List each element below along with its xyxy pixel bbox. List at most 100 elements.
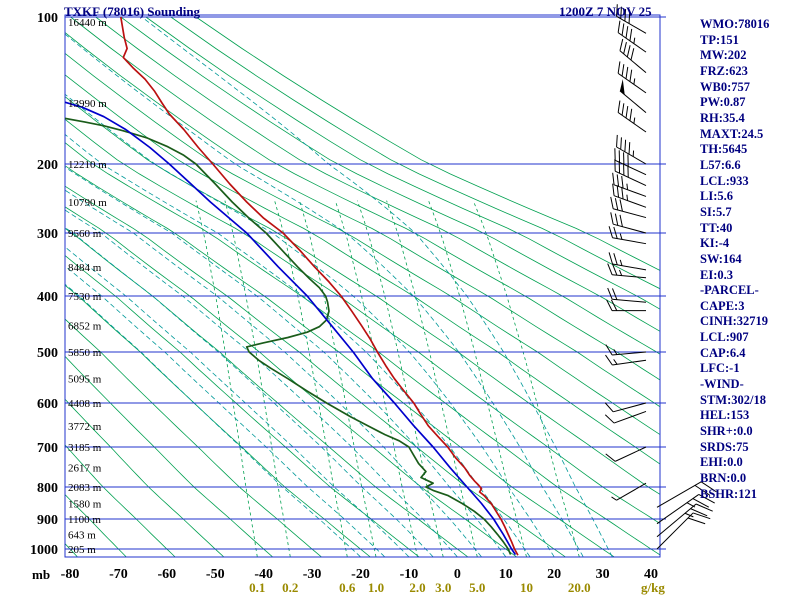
wind-barb <box>611 482 647 501</box>
height-label: 13990 m <box>68 98 107 110</box>
wind-barb <box>605 446 647 462</box>
stats-line: MW:202 <box>700 48 747 63</box>
mixing-ratio-label: 0.1 <box>249 580 265 595</box>
height-label: 5850 m <box>68 347 102 359</box>
wind-barb <box>612 172 647 197</box>
stats-line: FRZ:623 <box>700 63 748 78</box>
pressure-axis-unit: mb <box>32 567 50 582</box>
stats-line: -WIND- <box>700 377 744 392</box>
pressure-tick-label: 500 <box>37 346 58 361</box>
stats-line: SHR+:0.0 <box>700 424 753 439</box>
stats-line: WB0:757 <box>700 79 750 94</box>
height-label: 9560 m <box>68 228 102 240</box>
wind-barb <box>617 20 647 53</box>
stats-line: STM:302/18 <box>700 392 766 407</box>
height-label: 3772 m <box>68 421 102 433</box>
mixing-ratio-label: 10 <box>520 580 533 595</box>
height-label: 12210 m <box>68 159 107 171</box>
stats-line: SI:5.7 <box>700 204 732 219</box>
stats-line: SW:164 <box>700 251 742 266</box>
mixing-ratio-label: 0.6 <box>339 580 356 595</box>
stats-line: EHI:0.0 <box>700 455 743 470</box>
stats-line: CAP:6.4 <box>700 345 746 360</box>
temperature-tick-label: -70 <box>109 567 128 582</box>
wind-barb <box>617 61 647 94</box>
temperature-tick-label: 40 <box>644 567 658 582</box>
mixing-ratio-label: 1.0 <box>368 580 384 595</box>
stats-line: MAXT:24.5 <box>700 126 764 141</box>
wind-barb <box>656 481 717 508</box>
wind-barb <box>606 299 646 312</box>
temperature-tick-label: -20 <box>351 567 370 582</box>
mixing-ratio-label: 3.0 <box>435 580 451 595</box>
stats-line: RH:35.4 <box>700 110 745 125</box>
temperature-tick-label: 20 <box>547 567 561 582</box>
height-label: 2617 m <box>68 463 102 475</box>
wind-barb <box>616 4 647 34</box>
temperature-trace <box>119 16 519 556</box>
height-label: 6852 m <box>68 321 102 333</box>
wind-barb <box>610 212 647 234</box>
height-label: 3185 m <box>68 442 102 454</box>
pressure-tick-label: 600 <box>37 397 58 412</box>
temperature-tick-label: -50 <box>206 567 225 582</box>
height-label: 5095 m <box>68 374 102 386</box>
height-label: 10790 m <box>68 197 107 209</box>
wet-bulb-trace <box>65 101 517 556</box>
wind-barb <box>605 354 647 366</box>
temperature-tick-label: -10 <box>400 567 419 582</box>
height-label: 205 m <box>68 544 96 556</box>
pressure-tick-label: 800 <box>37 481 58 496</box>
wind-barb <box>607 263 647 279</box>
height-label: 16440 m <box>68 17 107 29</box>
profile-traces <box>65 16 519 556</box>
stats-line: LI:5.6 <box>700 189 733 204</box>
page-title: TXKF (78016) Sounding <box>64 4 201 19</box>
datetime-label: 1200Z 7 NOV 25 <box>559 4 652 19</box>
stats-line: KI:-4 <box>700 236 730 251</box>
pressure-tick-label: 300 <box>37 227 58 242</box>
stats-line: TT:40 <box>700 220 733 235</box>
temperature-tick-label: -80 <box>61 567 80 582</box>
stats-line: CAPE:3 <box>700 298 745 313</box>
stats-line: EI:0.3 <box>700 267 733 282</box>
pressure-tick-label: 900 <box>37 513 58 528</box>
temperature-tick-label: -60 <box>157 567 176 582</box>
stats-line: BSHR:121 <box>700 486 757 501</box>
wind-barb <box>610 196 647 219</box>
wind-barb <box>604 410 647 424</box>
stats-line: TH:5645 <box>700 142 748 157</box>
stats-line: L57:6.6 <box>700 157 741 172</box>
pressure-tick-label: 1000 <box>30 543 58 558</box>
wind-barb <box>605 344 647 356</box>
stats-line: LCL:933 <box>700 173 749 188</box>
wind-barb <box>608 252 647 271</box>
height-label: 8484 m <box>68 262 102 274</box>
wind-barb <box>619 38 647 74</box>
pressure-tick-label: 100 <box>37 11 58 26</box>
temperature-tick-label: 30 <box>596 567 610 582</box>
height-label: 643 m <box>68 529 96 541</box>
wind-barb <box>656 503 713 538</box>
wind-barb <box>656 494 715 525</box>
wind-barb <box>614 159 647 187</box>
pressure-tick-label: 400 <box>37 290 58 305</box>
height-label: 2083 m <box>68 482 102 494</box>
mixing-ratio-label: 0.2 <box>282 580 298 595</box>
stats-line: BRN:0.0 <box>700 471 747 486</box>
temperature-tick-label: -40 <box>254 567 273 582</box>
mixing-ratio-label: 5.0 <box>469 580 485 595</box>
mixing-ratio-label: 2.0 <box>409 580 425 595</box>
wind-barb <box>607 287 647 303</box>
temperature-tick-label: 10 <box>499 567 513 582</box>
wind-barb <box>619 79 647 114</box>
stats-line: CINH:32719 <box>700 314 769 329</box>
stats-line: TP:151 <box>700 32 739 47</box>
wind-barb <box>617 100 647 133</box>
temperature-tick-label: 0 <box>454 567 461 582</box>
wind-barb <box>614 148 647 176</box>
wind-barb <box>604 402 647 413</box>
